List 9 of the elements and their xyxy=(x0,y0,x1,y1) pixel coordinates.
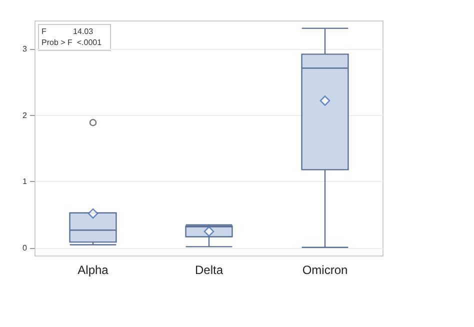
y-tick-label: 0 xyxy=(22,244,28,253)
y-tick-label: 1 xyxy=(22,177,28,186)
annotation: Prob > F <.0001 xyxy=(42,38,102,47)
y-tick-label: 2 xyxy=(22,110,28,120)
x-tick-label: Alpha xyxy=(78,263,109,277)
y-tick-label: 3 xyxy=(22,44,28,54)
annotation: F 14.03 xyxy=(42,27,94,36)
x-tick-label: Omicron xyxy=(302,263,348,277)
x-tick-label: Delta xyxy=(194,263,224,277)
